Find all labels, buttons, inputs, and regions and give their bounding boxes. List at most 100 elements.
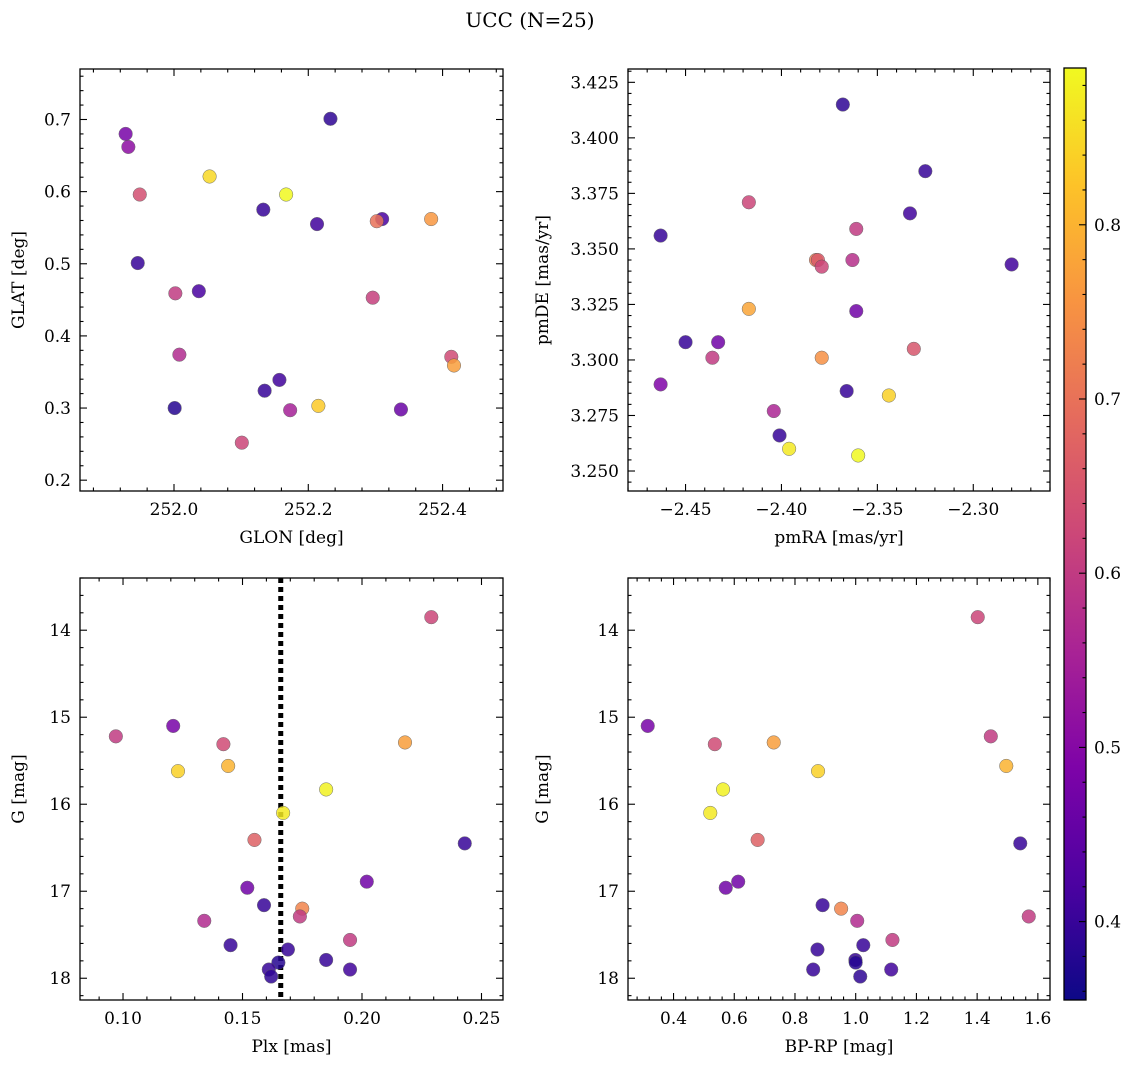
data-point xyxy=(814,259,829,274)
data-point xyxy=(881,388,896,403)
data-point xyxy=(279,187,294,202)
y-tick-label: 0.4 xyxy=(44,327,71,347)
data-point xyxy=(741,195,756,210)
colorbar-tick-label: 0.6 xyxy=(1094,564,1121,584)
data-point xyxy=(256,202,271,217)
data-point xyxy=(202,169,217,184)
colorbar-frame xyxy=(1063,67,1087,1001)
data-point xyxy=(168,286,183,301)
data-point xyxy=(167,400,182,416)
data-point xyxy=(711,335,726,350)
y-tick-label: 18 xyxy=(49,969,71,989)
data-point xyxy=(221,758,236,773)
data-point xyxy=(834,901,849,916)
colorbar-gradient xyxy=(1064,68,1086,1000)
data-point xyxy=(810,942,825,957)
x-tick-label: 0.25 xyxy=(463,1009,501,1029)
data-point xyxy=(849,221,864,236)
x-tick-label: 1.2 xyxy=(903,1009,930,1029)
data-point xyxy=(772,428,787,443)
points xyxy=(108,610,472,984)
data-point xyxy=(393,402,408,417)
x-axis-label: GLON [deg] xyxy=(239,528,343,548)
y-tick-label: 18 xyxy=(597,969,619,989)
y-axis-label: G [mag] xyxy=(9,754,29,823)
y-tick-label: 16 xyxy=(597,795,619,815)
y-tick-label: 3.300 xyxy=(570,351,619,371)
data-point xyxy=(718,880,733,895)
y-tick-label: 17 xyxy=(597,882,619,902)
x-tick-label: 0.6 xyxy=(721,1009,748,1029)
data-point xyxy=(256,898,272,913)
y-axis-label: GLAT [deg] xyxy=(9,231,29,329)
data-point xyxy=(319,782,334,797)
data-point xyxy=(276,805,291,820)
data-point xyxy=(707,737,722,752)
data-point xyxy=(1004,257,1019,272)
data-point xyxy=(223,938,238,953)
x-tick-label: −2.30 xyxy=(947,500,999,520)
y-tick-label: 17 xyxy=(49,882,71,902)
y-tick-label: 0.3 xyxy=(44,399,71,419)
data-point xyxy=(741,301,756,316)
panel-pmra-pmde: −2.45 −2.40 −2.35 −2.30 3.250 3.275 3.300 3.325… xyxy=(533,68,1051,548)
x-tick-label: 1.4 xyxy=(964,1009,991,1029)
data-point xyxy=(365,290,380,305)
data-point xyxy=(731,874,746,889)
data-point xyxy=(835,97,850,112)
data-point xyxy=(319,952,334,968)
data-point xyxy=(782,441,797,456)
data-point xyxy=(309,217,325,232)
data-point xyxy=(815,898,830,913)
data-point xyxy=(234,435,249,450)
x-tick-label: 1.6 xyxy=(1024,1009,1051,1029)
data-point xyxy=(983,729,998,744)
y-tick-label: 15 xyxy=(49,708,71,728)
data-point xyxy=(264,969,279,984)
data-point xyxy=(343,932,358,948)
x-tick-label: 0.4 xyxy=(660,1009,687,1029)
data-point xyxy=(653,377,668,392)
y-tick-label: 3.275 xyxy=(570,406,619,426)
data-point xyxy=(132,187,147,202)
data-point xyxy=(750,832,765,847)
axes-frame xyxy=(627,68,1051,492)
data-point xyxy=(678,335,693,350)
y-tick-label: 16 xyxy=(49,795,71,815)
points xyxy=(640,610,1036,984)
x-tick-label: 0.15 xyxy=(224,1009,262,1029)
y-tick-label: 0.5 xyxy=(44,255,71,275)
data-point xyxy=(853,969,868,984)
data-point xyxy=(653,228,668,243)
y-tick-label: 3.250 xyxy=(570,462,619,482)
x-tick-label: 252.2 xyxy=(284,500,333,520)
data-point xyxy=(130,255,145,271)
data-point xyxy=(166,718,181,733)
data-point xyxy=(172,347,187,362)
data-point xyxy=(247,832,262,847)
x-tick-label: −2.40 xyxy=(755,500,807,520)
data-point xyxy=(257,383,272,398)
data-point xyxy=(851,448,866,463)
data-point xyxy=(170,764,186,779)
data-point xyxy=(121,139,136,154)
x-tick-label: −2.45 xyxy=(659,500,711,520)
axes-frame xyxy=(627,577,1051,1001)
data-point xyxy=(848,955,863,970)
data-point xyxy=(705,350,720,365)
y-tick-label: 3.375 xyxy=(570,184,619,204)
points xyxy=(118,111,462,450)
data-point xyxy=(999,758,1014,773)
data-point xyxy=(272,372,287,387)
data-point xyxy=(292,909,307,924)
data-point xyxy=(1021,909,1036,924)
y-tick-label: 3.325 xyxy=(570,295,619,315)
data-point xyxy=(806,962,821,977)
x-tick-label: −2.35 xyxy=(851,500,903,520)
data-point xyxy=(850,913,865,928)
data-point xyxy=(108,729,123,744)
data-point xyxy=(970,610,985,625)
data-point xyxy=(197,913,212,928)
